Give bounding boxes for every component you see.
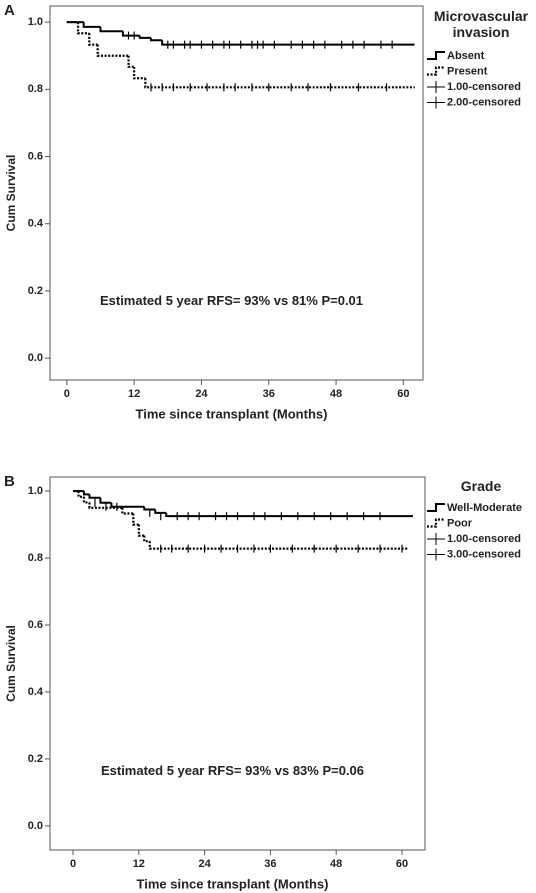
x-tick-label: 48 — [330, 388, 342, 400]
x-tick-label: 12 — [128, 388, 140, 400]
x-tick-label: 60 — [397, 388, 409, 400]
legend-label: Poor — [447, 517, 473, 529]
panel-label: B — [4, 473, 15, 490]
y-axis-label: Cum Survival — [4, 155, 18, 232]
step-segment — [77, 491, 84, 498]
y-tick-label: 1.0 — [28, 16, 43, 28]
series — [127, 31, 393, 49]
legend-swatch — [427, 96, 445, 109]
panel-label: A — [4, 2, 15, 19]
legend-label: Well-Moderate — [447, 502, 522, 514]
series — [94, 498, 381, 521]
step-segment — [165, 512, 413, 518]
step-segment — [121, 507, 134, 515]
y-tick-label: 1.0 — [28, 485, 43, 497]
legend-label: 3.00-censored — [447, 548, 521, 560]
step-segment — [82, 491, 90, 496]
plot-frame — [49, 5, 424, 381]
legend-label: 1.00-censored — [447, 81, 521, 93]
series — [73, 489, 408, 550]
step-segment — [143, 535, 150, 543]
step-segment — [110, 502, 145, 508]
step-segment — [161, 40, 415, 46]
x-tick-label: 12 — [133, 858, 145, 870]
y-tick-label: 0.2 — [28, 753, 43, 765]
series — [150, 83, 388, 92]
legend-label: Absent — [447, 50, 485, 62]
y-tick-label: 0.6 — [28, 150, 43, 162]
y-axis-label: Cum Survival — [4, 625, 18, 702]
step-segment — [88, 494, 101, 499]
step-segment — [148, 541, 408, 550]
x-axis-label: Time since transplant (Months) — [137, 876, 329, 891]
y-tick-label: 0.0 — [28, 352, 43, 364]
step-segment — [133, 66, 146, 80]
legend-title: Grade — [460, 478, 502, 494]
step-segment — [88, 502, 123, 509]
x-tick-label: 48 — [330, 858, 342, 870]
annotation: Estimated 5 year RFS= 93% vs 81% P=0.01 — [100, 293, 363, 308]
series — [160, 544, 403, 553]
x-tick-label: 24 — [198, 858, 211, 870]
step-segment — [96, 44, 129, 57]
x-tick-label: 36 — [264, 858, 276, 870]
step-segment — [121, 31, 140, 37]
step-segment — [132, 513, 139, 526]
y-tick-label: 0.0 — [28, 820, 43, 832]
plot-frame — [49, 476, 426, 851]
legend-label: 2.00-censored — [447, 96, 521, 108]
legend-swatch — [427, 66, 445, 76]
x-tick-label: 0 — [70, 858, 76, 870]
step-segment — [82, 22, 101, 28]
legend-label: 1.00-censored — [447, 533, 521, 545]
step-segment — [154, 509, 167, 514]
step-segment — [99, 497, 112, 504]
x-tick-label: 0 — [64, 388, 70, 400]
step-segment — [149, 37, 163, 42]
step-segment — [143, 506, 156, 511]
legend-swatch — [427, 548, 445, 561]
step-segment — [144, 78, 415, 89]
series — [66, 21, 415, 89]
step-segment — [88, 33, 98, 46]
legend-swatch — [427, 81, 445, 93]
step-segment — [82, 496, 90, 504]
y-tick-label: 0.2 — [28, 285, 43, 297]
y-tick-label: 0.4 — [28, 218, 44, 230]
step-segment — [76, 22, 90, 35]
y-tick-label: 0.6 — [28, 619, 43, 631]
x-axis-label: Time since transplant (Months) — [136, 406, 328, 421]
legend-swatch — [427, 503, 445, 512]
legend-title: Microvascular invasion — [433, 8, 529, 40]
y-tick-label: 0.8 — [28, 552, 43, 564]
y-tick-label: 0.4 — [28, 686, 44, 698]
x-tick-label: 36 — [263, 388, 275, 400]
legend-swatch — [427, 533, 445, 545]
annotation: Estimated 5 year RFS= 93% vs 83% P=0.06 — [101, 763, 364, 778]
step-segment — [127, 55, 135, 68]
y-tick-label: 0.8 — [28, 83, 43, 95]
x-tick-label: 60 — [396, 858, 408, 870]
legend-swatch — [427, 518, 445, 528]
legend-swatch — [427, 51, 445, 60]
step-segment — [99, 26, 123, 33]
x-tick-label: 24 — [195, 388, 208, 400]
step-segment — [137, 524, 145, 537]
legend-label: Present — [447, 65, 488, 77]
step-segment — [138, 35, 151, 39]
